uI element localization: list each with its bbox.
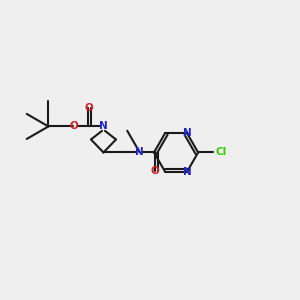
Text: N: N [99,122,108,131]
Text: N: N [135,148,144,158]
Text: O: O [150,166,159,176]
Text: O: O [69,122,78,131]
Text: N: N [183,167,191,177]
Text: Cl: Cl [216,148,227,158]
Text: O: O [84,103,93,113]
Text: N: N [183,128,191,138]
